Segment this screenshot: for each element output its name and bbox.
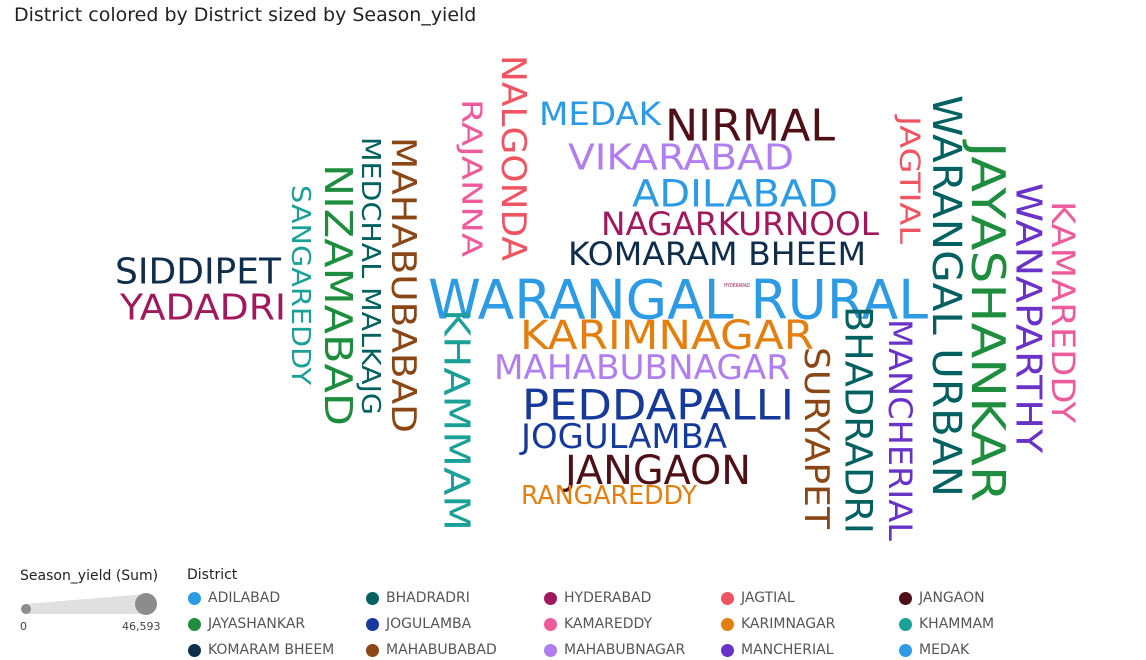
legend-label: JANGAON (919, 590, 985, 606)
legend-item-jayashankar[interactable]: JAYASHANKAR (188, 615, 305, 633)
legend-swatch (366, 591, 379, 605)
legend-swatch (721, 643, 734, 657)
word-jayashankar[interactable]: JAYASHANKAR (961, 138, 1015, 502)
legend-label: MAHABUBNAGAR (564, 642, 686, 658)
legend-swatch (188, 591, 201, 605)
word-medak[interactable]: MEDAK (539, 95, 662, 133)
legend-label: MEDAK (919, 642, 970, 658)
legend-swatch (544, 591, 557, 605)
legend-label: HYDERABAD (564, 590, 652, 606)
legend-label: KARIMNAGAR (741, 616, 836, 632)
legend-item-mahabubnagar[interactable]: MAHABUBNAGAR (544, 641, 685, 659)
word-nalgonda[interactable]: NALGONDA (493, 55, 533, 261)
word-komaram-bheem[interactable]: KOMARAM BHEEM (568, 235, 866, 273)
word-mahabubnagar[interactable]: MAHABUBNAGAR (494, 348, 790, 388)
legend-item-karimnagar[interactable]: KARIMNAGAR (721, 615, 835, 633)
legend-item-mancherial[interactable]: MANCHERIAL (721, 641, 834, 659)
word-sangareddy[interactable]: SANGAREDDY (285, 185, 315, 386)
word-kamareddy[interactable]: KAMAREDDY (1044, 201, 1082, 424)
legend-item-hyderabad[interactable]: HYDERABAD (544, 589, 651, 607)
legend-label: KHAMMAM (919, 616, 995, 632)
legend-swatch (899, 591, 912, 605)
word-nirmal[interactable]: NIRMAL (665, 101, 835, 152)
word-jagtial[interactable]: JAGTIAL (894, 113, 927, 244)
word-siddipet[interactable]: SIDDIPET (115, 252, 281, 293)
size-legend-scale (21, 593, 157, 615)
word-peddapalli[interactable]: PEDDAPALLI (522, 381, 794, 430)
legend-item-jogulamba[interactable]: JOGULAMBA (366, 615, 471, 633)
legend-swatch (544, 617, 557, 631)
legend-label: JOGULAMBA (386, 616, 472, 632)
word-bhadradri[interactable]: BHADRADRI (837, 306, 880, 534)
size-legend: Season_yield (Sum) 0 46,593 (14, 568, 164, 638)
word-suryapet[interactable]: SURYAPET (796, 347, 836, 529)
legend-swatch (721, 591, 734, 605)
word-rangareddy[interactable]: RANGAREDDY (521, 481, 698, 511)
word-jogulamba[interactable]: JOGULAMBA (519, 417, 727, 457)
word-adilabad[interactable]: ADILABAD (632, 173, 838, 216)
word-rajanna[interactable]: RAJANNA (456, 99, 489, 258)
legend-label: JAYASHANKAR (208, 616, 306, 632)
legend-item-medak[interactable]: MEDAK (899, 641, 969, 659)
size-legend-max-label: 46,593 (122, 620, 161, 633)
word-karimnagar[interactable]: KARIMNAGAR (520, 313, 814, 359)
word-yadadri[interactable]: YADADRI (119, 288, 286, 329)
size-legend-min-label: 0 (20, 620, 27, 633)
word-warangal-urban[interactable]: WARANGAL URBAN (923, 95, 969, 497)
legend-swatch (899, 643, 912, 657)
legend-label: MAHABUBABAD (386, 642, 497, 658)
legend-swatch (188, 617, 201, 631)
legend-item-kamareddy[interactable]: KAMAREDDY (544, 615, 652, 633)
legend-swatch (188, 643, 201, 657)
word-mahabubabad[interactable]: MAHABUBABAD (383, 137, 423, 433)
word-wanaparthy[interactable]: WANAPARTHY (1008, 183, 1049, 453)
legend-item-mahabubabad[interactable]: MAHABUBABAD (366, 641, 497, 659)
size-legend-title: Season_yield (Sum) (20, 568, 159, 584)
word-vikarabad[interactable]: VIKARABAD (568, 138, 794, 179)
legend-item-jangaon[interactable]: JANGAON (899, 589, 985, 607)
legend-label: KOMARAM BHEEM (208, 642, 335, 658)
legend-label: MANCHERIAL (741, 642, 834, 658)
chart-title: District colored by District sized by Se… (14, 4, 477, 26)
legend-title: District (187, 567, 238, 583)
size-legend-max-circle (135, 593, 157, 615)
word-cloud: WARANGAL RURAL JAYASHANKAR NIZAMABAD PEDDAP… (115, 55, 1082, 541)
legend-swatch (544, 643, 557, 657)
word-hyderabad[interactable]: HYDERABAD (724, 283, 750, 289)
legend-label: KAMAREDDY (564, 616, 653, 632)
word-nagarkurnool[interactable]: NAGARKURNOOL (601, 205, 879, 243)
legend-label: BHADRADRI (386, 590, 470, 606)
word-mancherial[interactable]: MANCHERIAL (881, 319, 919, 541)
word-nizamabad[interactable]: NIZAMABAD (316, 164, 360, 426)
word-khammam[interactable]: KHAMMAM (436, 309, 477, 531)
legend-item-komaram-bheem[interactable]: KOMARAM BHEEM (188, 641, 334, 659)
word-medchal-malkajg[interactable]: MEDCHAL MALKAJG (355, 137, 385, 415)
size-legend-min-circle (21, 604, 31, 614)
word-warangal-rural[interactable]: WARANGAL RURAL (428, 269, 928, 332)
legend-label: ADILABAD (208, 590, 281, 606)
legend-swatch (721, 617, 734, 631)
legend-item-bhadradri[interactable]: BHADRADRI (366, 589, 470, 607)
legend-label: JAGTIAL (741, 590, 795, 606)
word-jangaon[interactable]: JANGAON (563, 448, 751, 494)
legend-swatch (366, 617, 379, 631)
legend-item-jagtial[interactable]: JAGTIAL (721, 589, 795, 607)
legend-swatch (366, 643, 379, 657)
legend-item-adilabad[interactable]: ADILABAD (188, 589, 280, 607)
legend-item-khammam[interactable]: KHAMMAM (899, 615, 994, 633)
legend-swatch (899, 617, 912, 631)
